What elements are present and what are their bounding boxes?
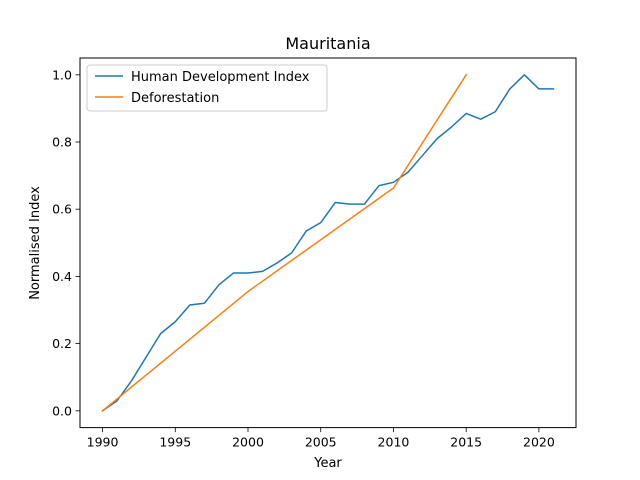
y-tick-label: 0.4	[52, 269, 72, 284]
x-tick-label: 2005	[305, 435, 337, 450]
series-line-deforestation	[101, 73, 468, 412]
y-tick-label: 1.0	[52, 67, 72, 82]
series-layer	[101, 73, 555, 412]
series-line-human-development-index	[101, 74, 555, 412]
x-axis: 1990 1995 2000 2005 2010 2015 2020	[87, 427, 555, 450]
legend-box	[86, 64, 328, 112]
x-tick-label: 2020	[523, 435, 555, 450]
legend-label-hdi: Human Development Index	[131, 70, 310, 85]
y-axis: 0.0 0.2 0.4 0.6 0.8 1.0	[52, 67, 80, 418]
chart-title: Mauritania	[285, 34, 370, 53]
y-tick-label: 0.2	[52, 336, 72, 351]
y-tick-label: 0.0	[52, 403, 72, 418]
x-tick-label: 2000	[232, 435, 264, 450]
x-axis-label: Year	[313, 456, 342, 471]
y-tick-label: 0.8	[52, 135, 72, 150]
legend: Human Development Index Deforestation	[86, 64, 328, 112]
x-tick-label: 2015	[450, 435, 482, 450]
x-tick-label: 1995	[159, 435, 191, 450]
x-tick-label: 1990	[87, 435, 119, 450]
y-axis-label: Normalised Index	[28, 186, 43, 300]
y-tick-label: 0.6	[52, 202, 72, 217]
plot-frame	[79, 57, 577, 429]
x-tick-label: 2010	[378, 435, 410, 450]
legend-label-deforestation: Deforestation	[131, 91, 219, 106]
